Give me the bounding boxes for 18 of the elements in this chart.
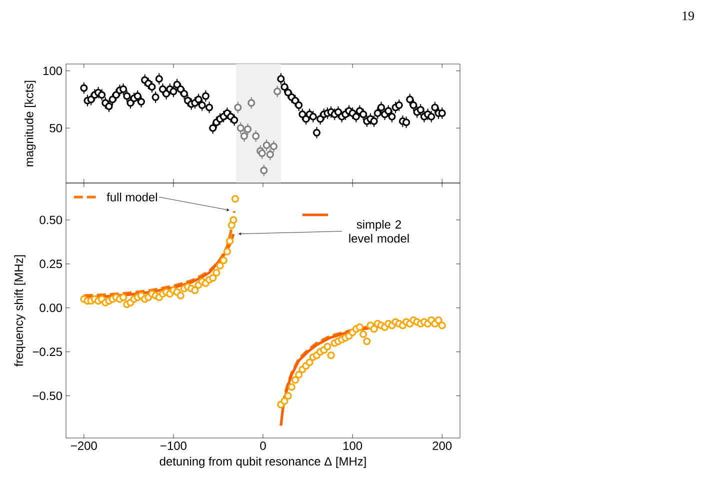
- text: 19: [682, 12, 694, 20]
- y-axis-title: frequency shift [MHz]: [14, 255, 26, 366]
- text: simple 2 level model: [349, 220, 409, 243]
- x-tick-label: 100: [343, 442, 362, 450]
- y-tick-label: −0.25: [32, 348, 62, 356]
- y-tick-label: 50: [50, 124, 62, 132]
- y-axis-title: magnitude [kcts]: [24, 80, 36, 166]
- legend-label: full model: [106, 192, 157, 202]
- x-tick-label: 0: [260, 442, 266, 450]
- y-tick-label: 0.25: [40, 260, 62, 268]
- y-tick-label: 0.00: [40, 304, 62, 312]
- y-tick-label: 100: [43, 66, 62, 76]
- y-tick-label: 0.50: [40, 216, 62, 224]
- x-tick-label: 200: [432, 442, 452, 450]
- x-tick-label: −200: [71, 442, 97, 450]
- y-tick-label: −0.50: [32, 392, 62, 400]
- x-axis-title: detuning from qubit resonance Δ [MHz]: [160, 456, 366, 468]
- x-tick-label: −100: [160, 442, 186, 450]
